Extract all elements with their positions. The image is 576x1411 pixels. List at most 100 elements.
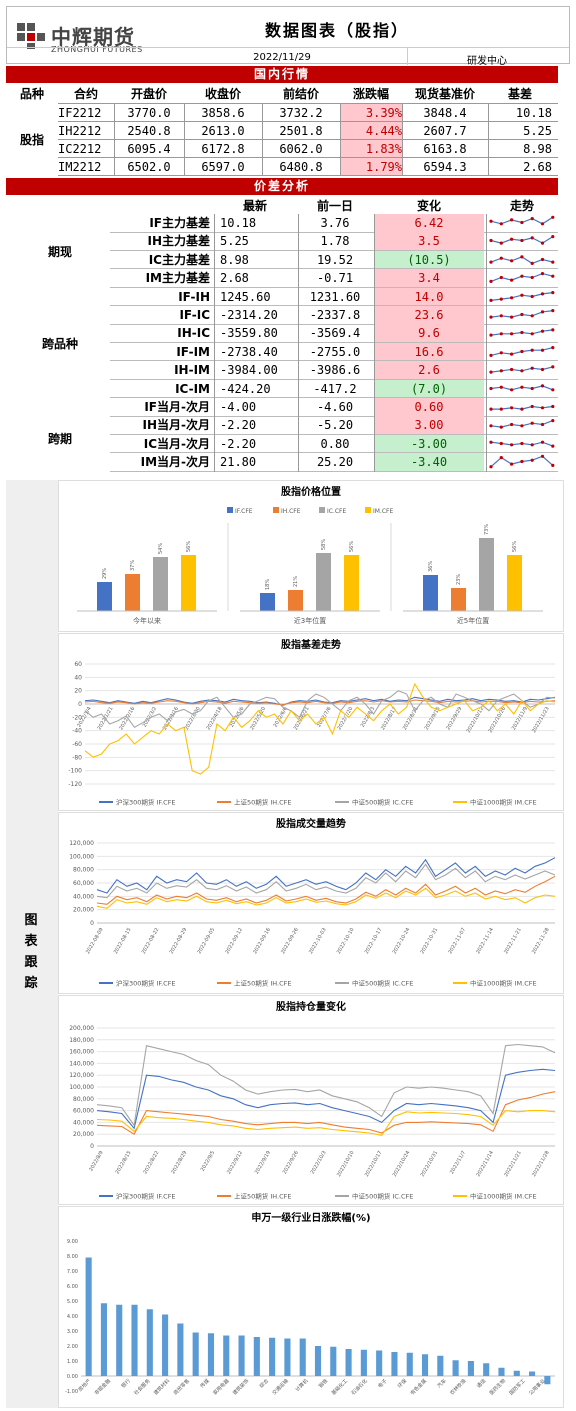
x-tick-label: 2022-08-09 xyxy=(85,927,105,955)
legend-label: IH.CFE xyxy=(281,508,301,515)
close-price: 2613.0 xyxy=(201,124,245,138)
sparkline-point xyxy=(530,348,534,352)
y-tick-label: 200,000 xyxy=(69,1025,94,1032)
legend-label: IF.CFE xyxy=(235,508,253,515)
x-tick-label: 2022-09-12 xyxy=(224,927,244,955)
sparkline-point xyxy=(489,424,493,428)
sparkline-point xyxy=(540,310,545,314)
sparkline-point xyxy=(530,442,534,447)
position-bar xyxy=(344,555,359,611)
row-divider xyxy=(110,360,558,362)
sparkline-point xyxy=(489,279,493,284)
sparkline-point xyxy=(489,260,493,264)
section-domestic-title: 国内行情 xyxy=(6,66,558,83)
sparkline-point xyxy=(551,235,555,239)
industry-bar xyxy=(131,1304,138,1376)
sparkline-point xyxy=(520,274,524,278)
spread-prev: -2755.0 xyxy=(309,344,361,359)
x-tick-label: 钢铁 xyxy=(317,1377,329,1389)
col-divider xyxy=(298,214,299,472)
row-divider xyxy=(110,231,558,233)
x-tick-label: 2022/11/7 xyxy=(449,1150,467,1175)
prev-settle: 6062.0 xyxy=(279,142,323,156)
industry-bar xyxy=(116,1304,123,1376)
legend-label: 沪深300期货 IF.CFE xyxy=(116,798,176,807)
col-divider xyxy=(114,104,115,176)
x-tick-label: 非银金融 xyxy=(93,1377,112,1396)
spread-header-cell: 前一日 xyxy=(316,199,353,213)
legend-label: 中证1000期货 IM.CFE xyxy=(470,1192,537,1201)
sparkline-point xyxy=(530,261,534,265)
sparkline-point xyxy=(530,458,534,462)
x-tick-label: 2022-11-14 xyxy=(475,927,495,955)
x-tick-label: 医药生物 xyxy=(488,1377,507,1396)
sparkline-point xyxy=(540,440,545,444)
sparkline-point xyxy=(499,385,503,389)
sparkline-point xyxy=(510,462,514,466)
sparkline-point xyxy=(520,293,524,297)
sparkline-point xyxy=(489,465,493,469)
logo-mark-icon xyxy=(17,23,45,49)
y-tick-label: 60 xyxy=(74,661,82,668)
x-tick-label: 石油石化 xyxy=(350,1377,369,1396)
series-line xyxy=(96,1068,556,1130)
sparkline-point xyxy=(530,276,534,280)
row-divider xyxy=(58,139,558,140)
x-tick-label: 2022/10/31 xyxy=(420,1150,440,1178)
spread-latest: -2738.40 xyxy=(220,344,278,359)
chart-track-label: 图 表 跟 踪 xyxy=(18,910,44,994)
spread-name: IH-IC xyxy=(177,326,210,341)
row-divider xyxy=(58,103,558,104)
x-tick-label: 建筑装饰 xyxy=(231,1377,250,1396)
spread-name: IF当月-次月 xyxy=(144,400,210,414)
sparkline-point xyxy=(540,454,545,459)
domestic-header-cell: 基差 xyxy=(507,87,532,101)
domestic-header-cell: 开盘价 xyxy=(130,87,167,101)
sparkline-point xyxy=(499,407,503,411)
col-divider xyxy=(374,214,375,472)
x-tick-label: 银行 xyxy=(120,1377,132,1389)
contract-code: IH2212 xyxy=(58,124,102,138)
row-divider xyxy=(110,378,558,380)
trend-sparkline xyxy=(489,365,555,374)
industry-bar xyxy=(406,1352,413,1376)
bar-value-label: 36% xyxy=(428,561,434,572)
section-spread-title: 价差分析 xyxy=(6,178,558,195)
series-line xyxy=(96,857,556,894)
bar-value-label: 37% xyxy=(130,560,136,571)
y-tick-label: -20 xyxy=(72,714,82,721)
price-position-svg: 股指价格位置 IF.CFE IH.CFE IC.CFE IM.CFE 29% 37% 54% 5… xyxy=(77,485,543,625)
bar-value-label: 29% xyxy=(102,568,108,579)
series-line xyxy=(96,887,556,909)
y-tick-label: 180,000 xyxy=(69,1037,94,1044)
trend-sparkline xyxy=(489,454,555,469)
sparkline-point xyxy=(540,368,545,372)
industry-change-svg: 申万一级行业日涨跌幅(%) 9.00 8.00 7.00 6.00 5.00 4.00 3.0… xyxy=(65,1211,555,1397)
industry-bar xyxy=(100,1303,107,1376)
industry-bar xyxy=(192,1332,199,1376)
spread-header-cell: 最新 xyxy=(242,199,267,213)
sparkline-point xyxy=(520,312,524,317)
y-tick-label: 120,000 xyxy=(69,840,94,847)
page-title: 数据图表（股指） xyxy=(264,21,409,40)
legend-label: 沪深300期货 IF.CFE xyxy=(116,1192,176,1201)
x-tick-label: 家用电器 xyxy=(211,1377,230,1396)
col-divider xyxy=(184,104,185,176)
spread-change: (10.5) xyxy=(374,250,484,269)
position-bar xyxy=(423,575,438,611)
sparkline-point xyxy=(499,369,503,373)
spread-latest: 8.98 xyxy=(220,252,249,267)
sparkline-point xyxy=(540,241,545,246)
x-tick-label: 2022/9/19 xyxy=(254,1150,272,1175)
industry-bar xyxy=(207,1333,215,1376)
industry-change-chart: 申万一级行业日涨跌幅(%) 9.00 8.00 7.00 6.00 5.00 4.00 3.0… xyxy=(58,1206,564,1408)
y-tick-label: 120,000 xyxy=(69,1072,94,1079)
sparkline-point xyxy=(499,276,503,280)
position-bar xyxy=(97,582,112,611)
prev-settle: 2501.8 xyxy=(279,124,323,138)
y-tick-label: 4.00 xyxy=(67,1314,78,1320)
spread-prev: 0.80 xyxy=(320,436,350,451)
row-divider xyxy=(58,175,558,176)
spread-name: IC-IM xyxy=(175,381,210,396)
sparkline-point xyxy=(551,404,555,409)
